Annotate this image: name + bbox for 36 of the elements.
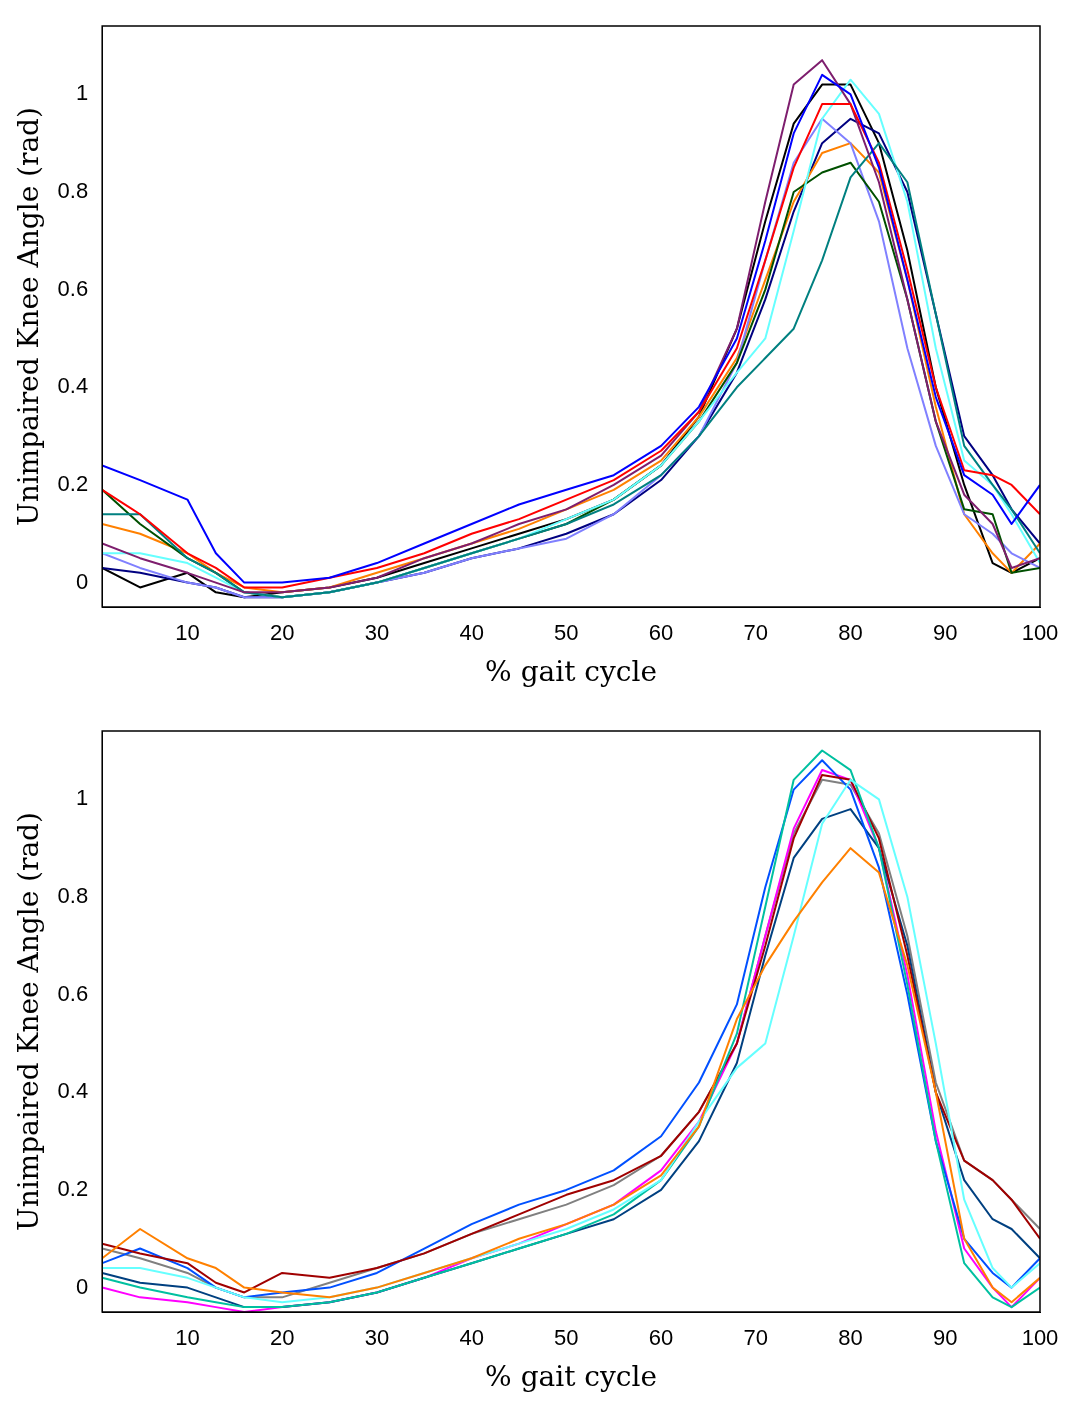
- y-tick-label: 0: [75, 568, 89, 594]
- x-tick-label: 100: [1021, 1325, 1059, 1351]
- x-axis-title: % gait cycle: [485, 655, 658, 689]
- y-tick-label: 0.2: [57, 471, 89, 496]
- x-tick-label: 20: [269, 1325, 295, 1351]
- x-tick-label: 70: [743, 1325, 769, 1351]
- y-tick-label: 0.4: [57, 1078, 89, 1104]
- y-axis-title: Unimpaired Knee Angle (rad): [12, 107, 46, 526]
- x-tick-label: 100: [1021, 620, 1059, 646]
- y-tick-label: 1: [75, 80, 89, 106]
- x-tick-label: 30: [364, 620, 390, 646]
- x-axis-title: % gait cycle: [485, 1360, 658, 1394]
- y-tick-label: 0.6: [57, 275, 89, 301]
- x-tick-label: 70: [743, 620, 769, 646]
- y-tick-label: 0: [75, 1273, 89, 1299]
- x-tick-label: 80: [838, 620, 863, 646]
- x-tick-label: 60: [648, 1325, 674, 1351]
- y-tick-label: 0.6: [57, 980, 89, 1006]
- x-tick-label: 40: [459, 620, 484, 646]
- y-tick-label: 1: [75, 785, 89, 811]
- x-tick-label: 90: [933, 620, 958, 646]
- x-tick-label: 80: [838, 1325, 863, 1351]
- y-tick-label: 0.8: [57, 178, 89, 204]
- y-axis-title: Unimpaired Knee Angle (rad): [12, 812, 46, 1231]
- x-tick-label: 10: [175, 1325, 200, 1351]
- x-tick-label: 60: [648, 620, 674, 646]
- x-tick-label: 30: [364, 1325, 390, 1351]
- x-tick-label: 50: [554, 1325, 579, 1351]
- x-tick-label: 20: [269, 620, 295, 646]
- y-tick-label: 0.4: [57, 373, 89, 399]
- y-tick-label: 0.2: [57, 1176, 89, 1201]
- y-tick-label: 0.8: [57, 883, 89, 909]
- x-tick-label: 90: [933, 1325, 958, 1351]
- x-tick-label: 10: [175, 620, 200, 646]
- x-tick-label: 40: [459, 1325, 484, 1351]
- x-tick-label: 50: [554, 620, 579, 646]
